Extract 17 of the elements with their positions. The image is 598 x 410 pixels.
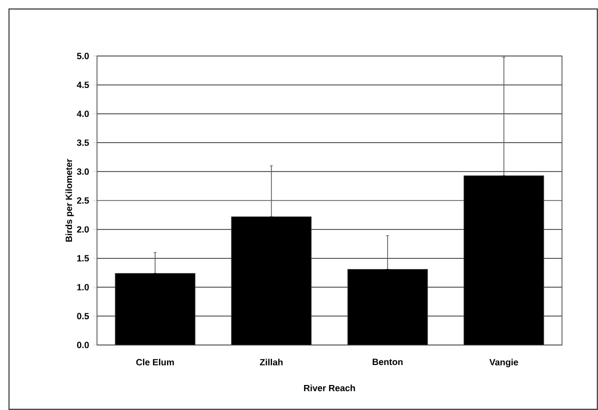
y-tick-label: 2.5 [77,197,89,204]
x-tick-label: Vangie [489,358,518,368]
y-axis-title: Birds per Kilometer [65,158,74,242]
x-axis-title: River Reach [304,384,355,392]
y-tick-label: 0.0 [77,342,89,348]
x-tick-label: Zillah [260,358,283,366]
x-tick-label: Cle Elum [136,358,174,366]
y-tick-label: 3.0 [76,168,89,175]
y-tick-label: 4.5 [76,82,89,88]
y-tick-label: 1.0 [77,284,89,290]
y-tick-label: 3.5 [76,140,89,146]
y-tick-label: 0.5 [77,312,89,320]
x-tick-label: Benton [372,358,403,366]
y-tick-label: 1.5 [77,255,89,262]
y-tick-label: 5.0 [76,52,89,60]
y-tick-label: 4.0 [76,110,89,117]
y-tick-label: 2.0 [77,226,89,233]
